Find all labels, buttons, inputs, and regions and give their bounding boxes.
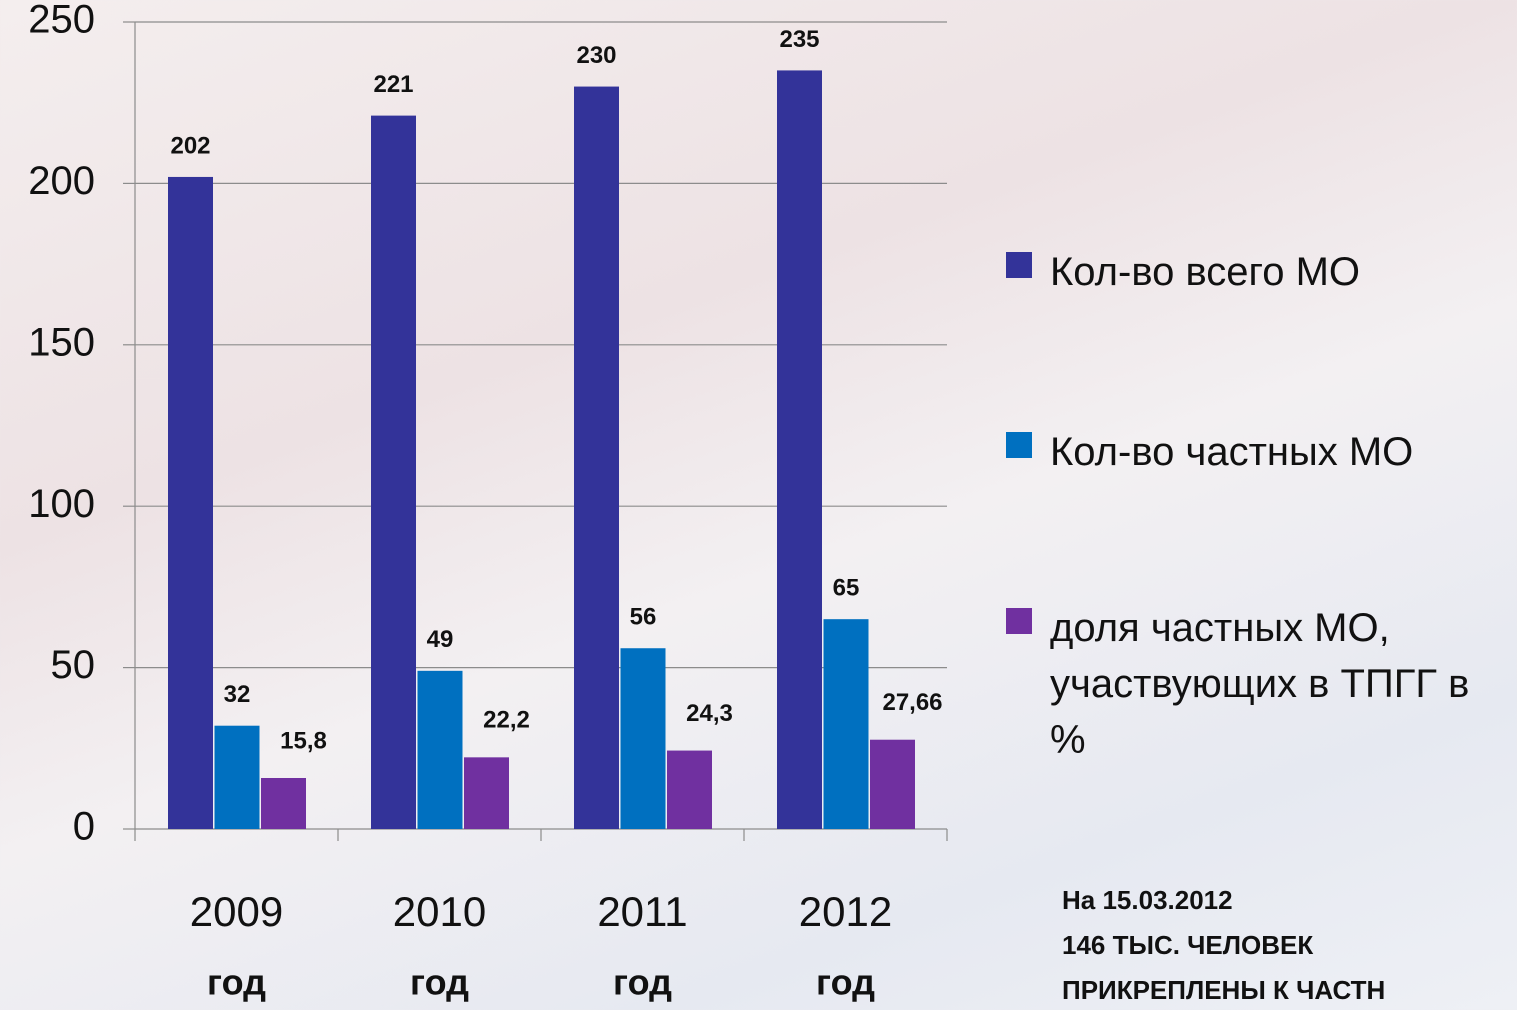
legend-item: доля частных МО, участвующих в ТПГГ в % [1006, 600, 1490, 768]
bar [371, 116, 416, 829]
value-label: 202 [170, 132, 210, 159]
y-tick-label: 50 [51, 643, 96, 687]
bar [824, 619, 869, 829]
legend-item: Кол-во всего МО [1006, 244, 1490, 300]
value-label: 27,66 [882, 689, 942, 716]
legend-swatch [1006, 608, 1032, 634]
value-label: 15,8 [280, 727, 327, 754]
bar [168, 177, 213, 829]
legend-swatch [1006, 432, 1032, 458]
legend-swatch [1006, 252, 1032, 278]
y-tick-label: 150 [28, 320, 95, 364]
value-label: 230 [576, 42, 616, 69]
bar [870, 740, 915, 829]
bar [777, 70, 822, 829]
y-tick-label: 100 [28, 482, 95, 526]
legend-label: Кол-во всего МО [1050, 244, 1490, 300]
x-tick-label: 2011 [597, 888, 687, 935]
value-label: 65 [833, 575, 860, 602]
x-tick-label: 2010 [393, 888, 486, 935]
bar [574, 87, 619, 829]
y-tick-label: 250 [28, 0, 95, 42]
annotation-line: На 15.03.2012 [1062, 878, 1385, 923]
bar [418, 671, 463, 829]
y-tick-label: 0 [73, 805, 95, 849]
value-label: 221 [373, 71, 413, 98]
legend-label: доля частных МО, участвующих в ТПГГ в % [1050, 600, 1490, 768]
bar [464, 757, 509, 829]
x-tick-label: 2012 [799, 888, 892, 935]
value-label: 56 [630, 604, 657, 631]
value-label: 32 [224, 681, 251, 708]
value-label: 49 [427, 626, 454, 653]
value-label: 235 [779, 26, 819, 53]
x-tick-label: 2009 [190, 888, 283, 935]
y-tick-label: 200 [28, 159, 95, 203]
bar [215, 726, 260, 829]
x-tick-sublabel: год [816, 962, 875, 1003]
x-tick-sublabel: год [613, 962, 672, 1003]
legend-item: Кол-во частных МО [1006, 424, 1490, 480]
x-tick-sublabel: год [207, 962, 266, 1003]
legend-label: Кол-во частных МО [1050, 424, 1490, 480]
annotation-line: ПРИКРЕПЛЕНЫ К ЧАСТН [1062, 968, 1385, 1010]
chart: 0 50 100 150 200 250 2009 год 202 32 15,8 2010 год 22… [0, 0, 1517, 1010]
bar [667, 751, 712, 829]
x-tick-sublabel: год [410, 962, 469, 1003]
bar [621, 648, 666, 829]
annotation-line: 146 ТЫС. ЧЕЛОВЕК [1062, 923, 1385, 968]
page: 0 50 100 150 200 250 2009 год 202 32 15,8 2010 год 22… [0, 0, 1517, 1010]
bar [261, 778, 306, 829]
value-label: 24,3 [686, 700, 733, 727]
value-label: 22,2 [483, 707, 530, 734]
